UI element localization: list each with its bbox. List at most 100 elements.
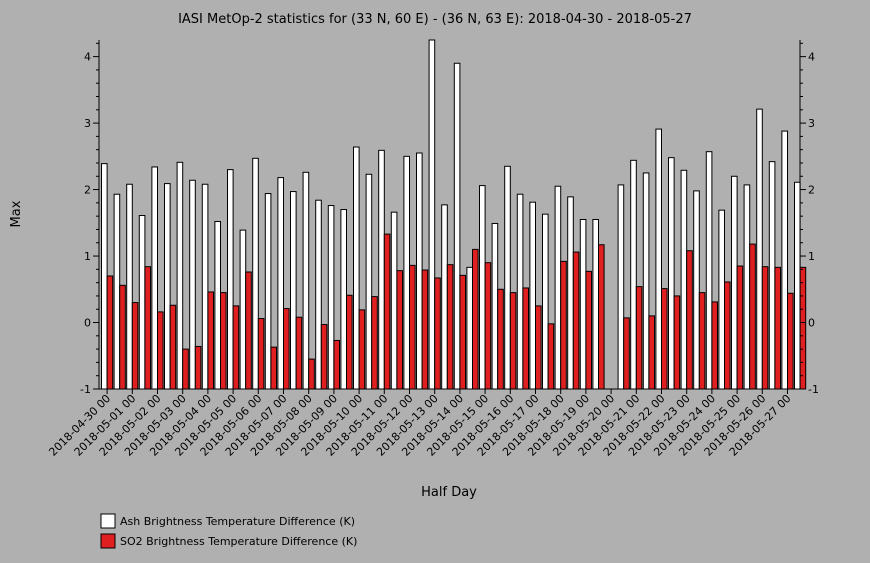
so2-bar (106, 275, 114, 390)
so2-bar (698, 292, 706, 390)
y-tick-label-right: 4 (808, 51, 815, 64)
y-tick-label-right: -1 (808, 383, 819, 396)
ash-bar (239, 229, 247, 390)
so2-bar (207, 291, 214, 390)
so2-bar (434, 277, 441, 390)
so2-bar (484, 262, 492, 390)
so2-bar (182, 348, 189, 390)
ash-bar (290, 191, 297, 390)
so2-bar (648, 315, 656, 390)
so2-bar (295, 316, 303, 390)
so2-bar (572, 251, 580, 390)
ash-bar (642, 172, 650, 390)
ash-bar (781, 130, 789, 390)
y-tick-label: 0 (84, 317, 91, 330)
y-tick-label: 3 (84, 117, 91, 130)
ash-bar (680, 169, 688, 390)
so2-bar (749, 243, 756, 390)
ash-bar (705, 151, 713, 390)
ash-bar (731, 175, 738, 390)
so2-bar (333, 339, 340, 390)
so2-bar (585, 270, 593, 390)
y-tick-label-right: 1 (808, 250, 815, 263)
so2-bar (131, 302, 139, 390)
so2-bar (761, 266, 769, 390)
y-tick-label: 1 (84, 250, 91, 263)
ash-bar (504, 165, 511, 390)
ash-bar (768, 161, 776, 390)
ash-bar (668, 157, 675, 390)
so2-bar (635, 286, 643, 390)
ash-bar (617, 184, 625, 390)
ash-bar (264, 193, 272, 390)
so2-bar (169, 304, 177, 390)
ash-bar (101, 163, 108, 390)
ash-bar (554, 185, 562, 390)
ash-bar (353, 146, 360, 390)
ash-bar (592, 218, 600, 390)
so2-bar (522, 287, 530, 390)
so2-bar (232, 305, 240, 390)
y-tick-label-right: 3 (808, 117, 815, 130)
ash-bar (655, 128, 663, 390)
ash-bar (441, 204, 448, 390)
ash-bar (756, 108, 763, 390)
so2-bar (686, 250, 693, 390)
so2-bar (157, 311, 164, 390)
ash-bar (252, 157, 259, 390)
y-tick-label: 4 (84, 51, 91, 64)
so2-bar (799, 266, 807, 390)
so2-bar (446, 264, 454, 390)
ash-bar (390, 211, 398, 390)
ash-bar (428, 39, 436, 390)
ash-bar (214, 220, 221, 390)
ash-bar (529, 201, 537, 390)
ash-bar (794, 181, 801, 390)
y-tick-label: 2 (84, 184, 91, 197)
ash-bar (201, 183, 209, 390)
ash-bar (327, 205, 335, 390)
ash-bar (743, 184, 751, 390)
so2-bar (220, 292, 227, 390)
so2-bar (598, 244, 605, 390)
ash-bar (466, 266, 473, 390)
so2-bar (736, 265, 744, 390)
legend: Ash Brightness Temperature Difference (K… (100, 513, 357, 549)
ash-bar (403, 155, 410, 390)
chart-title: IASI MetOp-2 statistics for (33 N, 60 E)… (178, 12, 692, 27)
so2-bar (320, 324, 328, 390)
y-tick-label-right: 2 (808, 184, 815, 197)
ash-bar (227, 169, 234, 390)
bars-layer (101, 39, 807, 390)
ash-bar (579, 218, 587, 390)
ash-bar (718, 209, 726, 390)
legend-label-so2: SO2 Brightness Temperature Difference (K… (120, 535, 357, 548)
so2-bar (560, 260, 567, 390)
y-axis-label: Max (9, 200, 24, 227)
so2-bar (144, 266, 151, 390)
ash-bar (164, 183, 171, 390)
so2-bar (270, 346, 277, 390)
so2-bar (547, 323, 555, 390)
ash-bar (302, 171, 310, 390)
so2-bar (673, 295, 681, 390)
so2-bar (245, 271, 252, 390)
ash-bar (630, 159, 637, 390)
so2-bar (497, 288, 504, 390)
ash-bar (479, 185, 486, 390)
x-axis-label: Half Day (421, 485, 477, 500)
y-tick-label-right: 0 (808, 317, 815, 330)
so2-bar (383, 233, 391, 390)
so2-bar (421, 269, 429, 390)
so2-bar (535, 305, 542, 390)
so2-bar (257, 318, 265, 390)
ash-bar (567, 196, 574, 390)
so2-bar (119, 284, 126, 390)
so2-bar (346, 294, 353, 390)
so2-bar (661, 288, 668, 390)
so2-bar (409, 264, 416, 390)
ash-bar (113, 193, 121, 390)
so2-bar (308, 358, 315, 390)
